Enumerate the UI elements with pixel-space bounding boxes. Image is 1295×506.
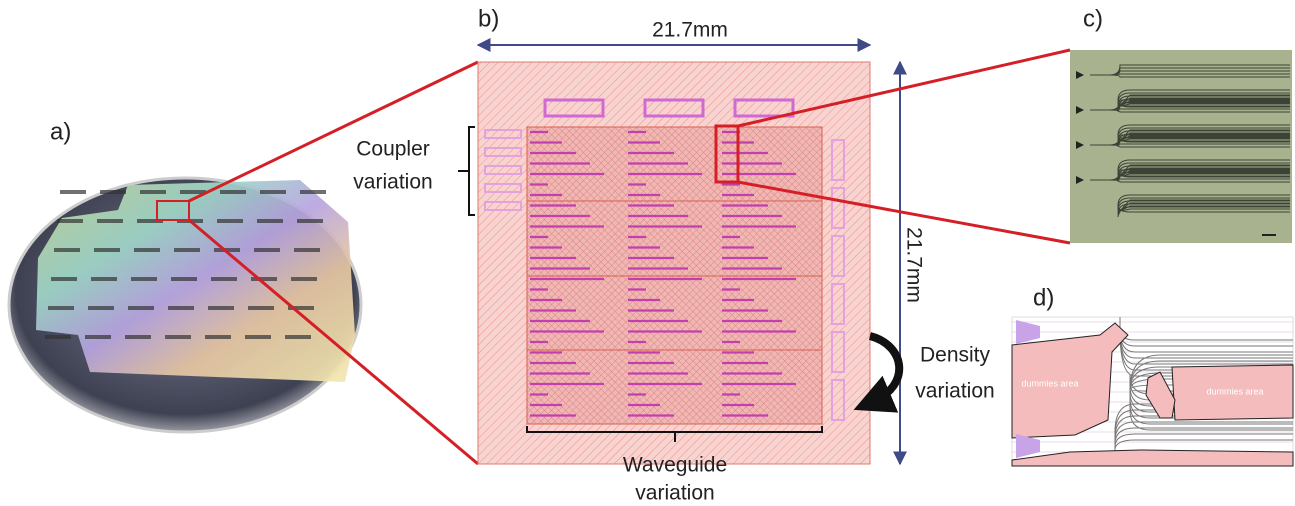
region-label: dummies area <box>1206 386 1263 396</box>
die-mark <box>174 248 200 252</box>
die-mark <box>291 277 317 281</box>
annotation: Coupler <box>356 138 430 161</box>
annotation: Density <box>920 344 991 367</box>
die-mark <box>54 248 80 252</box>
die-mark <box>208 306 234 310</box>
die-mark <box>260 190 286 194</box>
die-mark <box>131 277 157 281</box>
panel-b: b) 21.7mm 21.7mm Coupler variation Waveg… <box>353 5 994 504</box>
panel-label: c) <box>1083 5 1103 32</box>
die-mark <box>297 219 323 223</box>
die-mark <box>211 277 237 281</box>
die-mark <box>217 219 243 223</box>
annotation: Waveguide <box>623 454 727 477</box>
panel-label: d) <box>1033 284 1054 311</box>
region-label: dummies area <box>1021 378 1078 388</box>
die-mark <box>57 219 83 223</box>
width-dimension: 21.7mm <box>652 19 728 42</box>
figure: a) b) 21.7mm 21.7mm Coupler variation Wa… <box>0 0 1295 506</box>
die-mark <box>134 248 160 252</box>
die-mark <box>165 335 191 339</box>
die-mark <box>97 219 123 223</box>
annotation: variation <box>635 482 714 505</box>
annotation: variation <box>915 380 994 403</box>
panel-label: a) <box>50 118 71 145</box>
die-mark <box>100 190 126 194</box>
die-mark <box>128 306 154 310</box>
die-mark <box>125 335 151 339</box>
die-mark <box>88 306 114 310</box>
die-mark <box>257 219 283 223</box>
die-mark <box>48 306 74 310</box>
die-mark <box>171 277 197 281</box>
die-mark <box>140 190 166 194</box>
die-mark <box>91 277 117 281</box>
panel-label: b) <box>478 5 499 32</box>
die-mark <box>205 335 231 339</box>
die-mark <box>285 335 311 339</box>
die-mark <box>60 190 86 194</box>
curved-arrow <box>870 336 899 402</box>
die-mark <box>300 190 326 194</box>
die-mark <box>220 190 246 194</box>
panel-a: a) <box>9 118 361 432</box>
die-mark <box>294 248 320 252</box>
die-mark <box>51 277 77 281</box>
die-mark <box>94 248 120 252</box>
die-mark <box>85 335 111 339</box>
die-mark <box>248 306 274 310</box>
die-mark <box>254 248 280 252</box>
scale-bar <box>1262 234 1276 236</box>
die-mark <box>245 335 271 339</box>
bracket <box>458 127 475 215</box>
panel-c: c) <box>1070 5 1292 243</box>
annotation: variation <box>353 171 432 194</box>
height-dimension: 21.7mm <box>902 227 925 303</box>
panel-d: d) dummies area dummies area <box>1012 284 1293 466</box>
zoom-line <box>189 62 478 201</box>
die-mark <box>168 306 194 310</box>
die-mark <box>45 335 71 339</box>
